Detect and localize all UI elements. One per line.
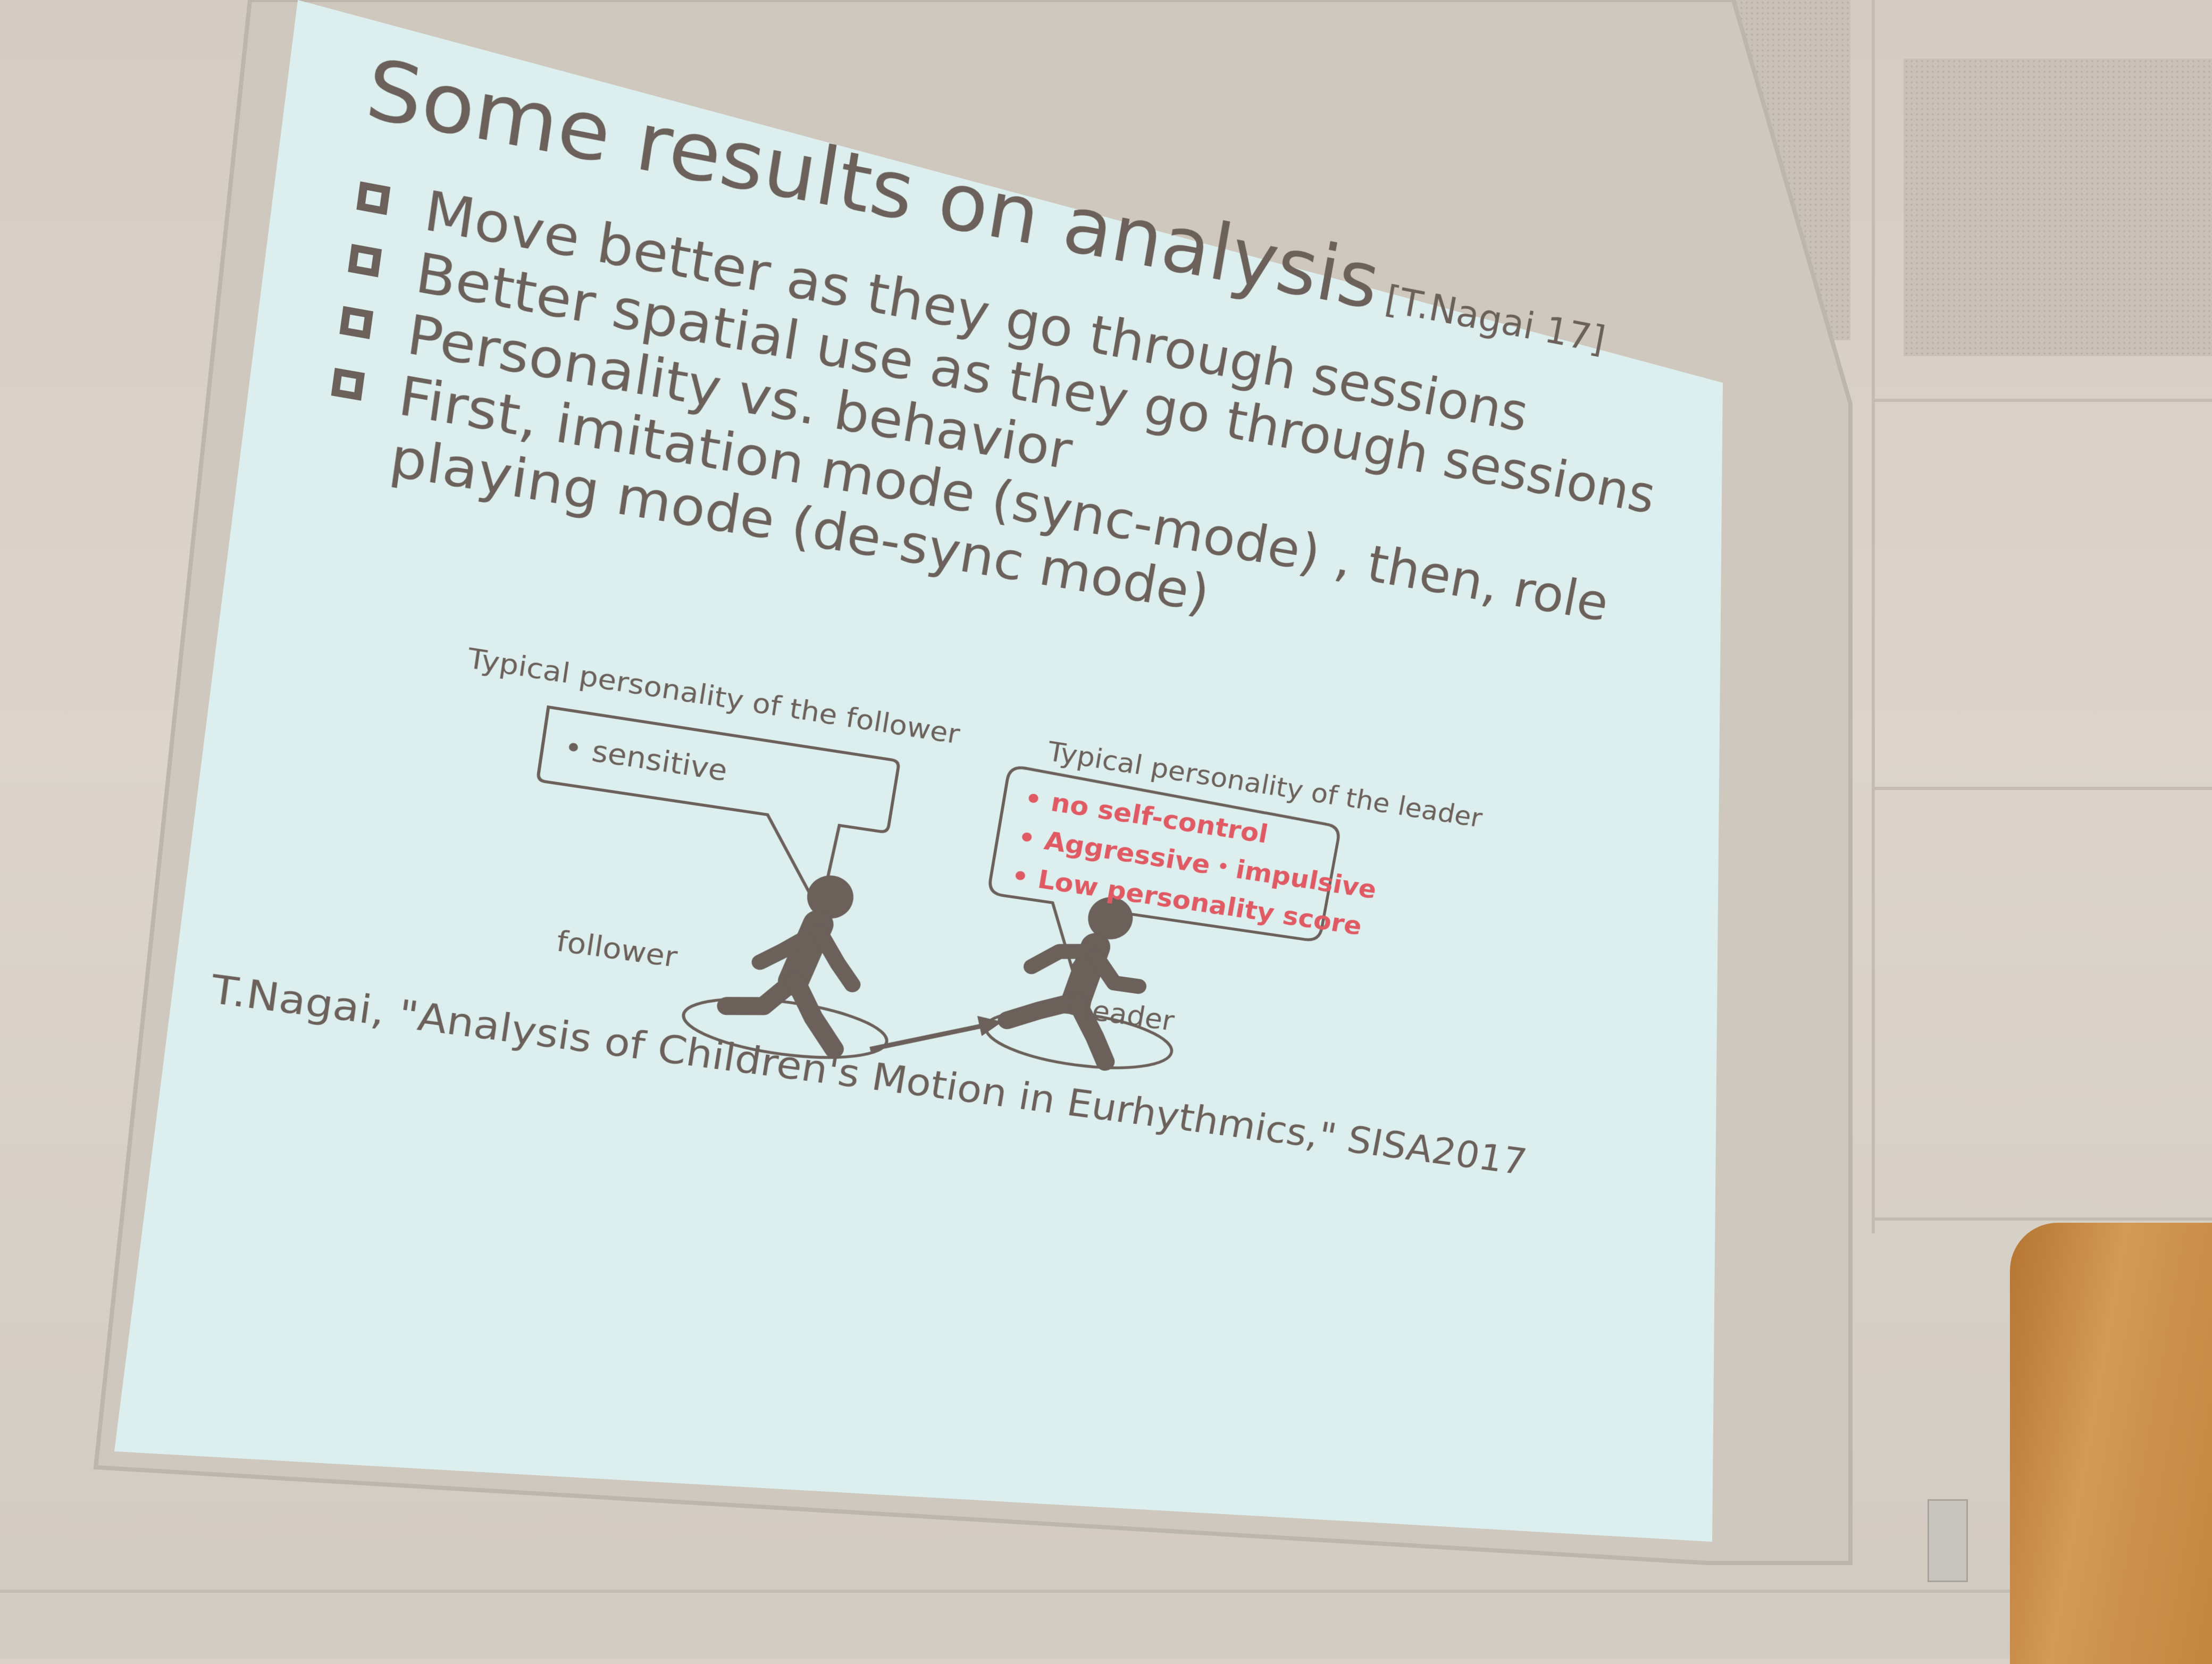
wall-sign bbox=[1928, 1499, 1968, 1582]
wooden-lectern bbox=[2010, 1223, 2212, 1664]
follower-figure-icon bbox=[723, 863, 869, 1050]
